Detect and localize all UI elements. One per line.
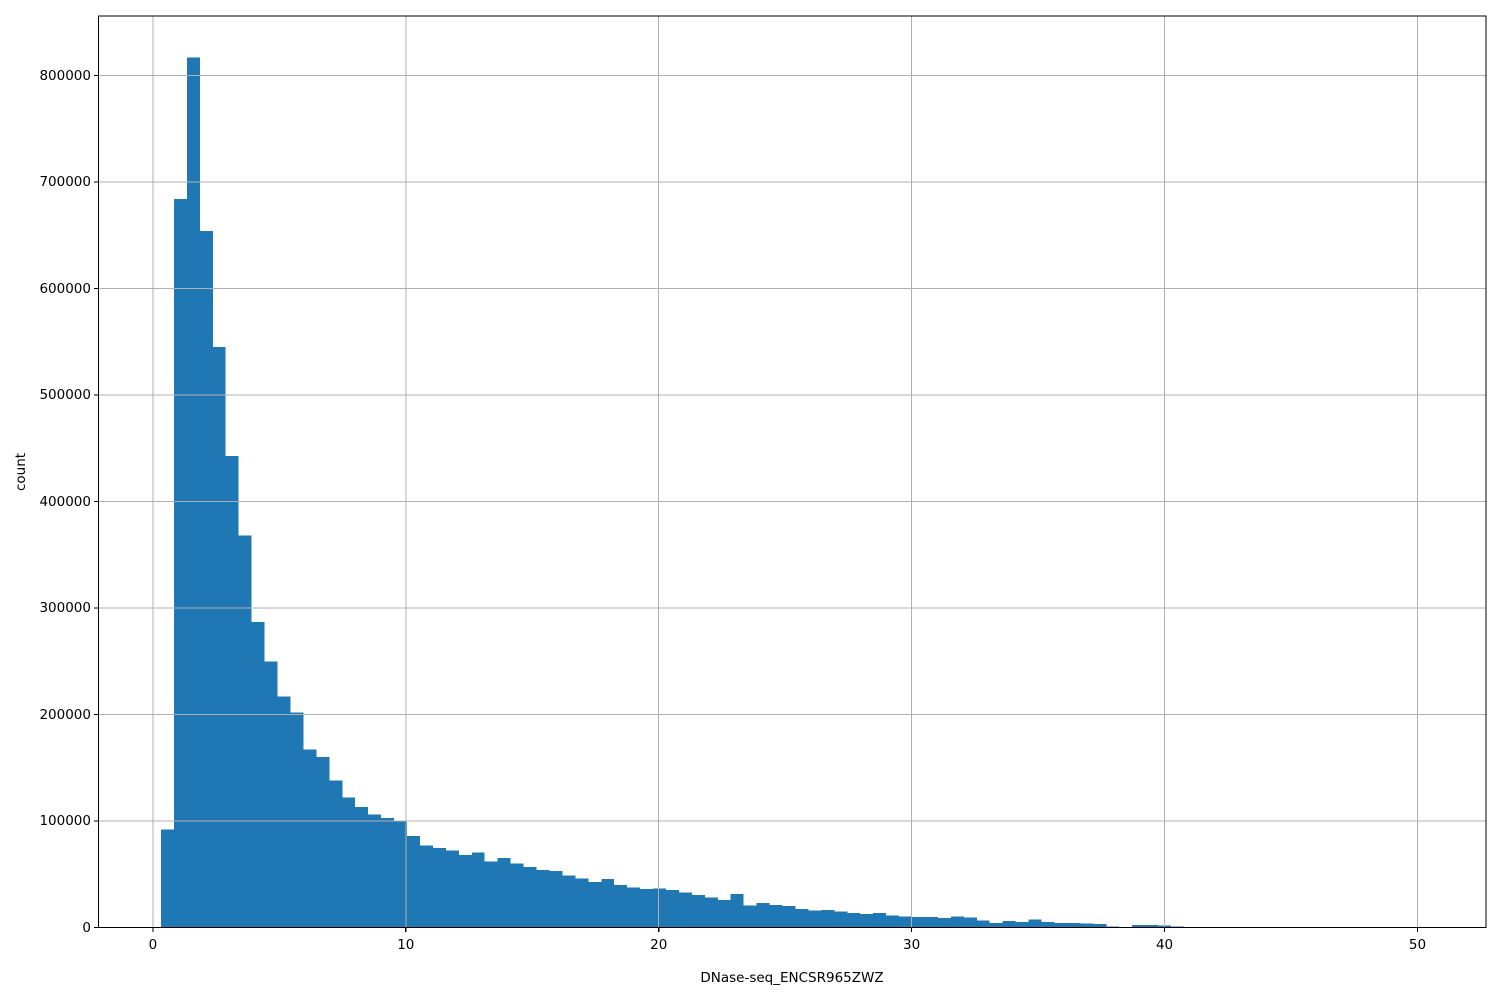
x-tick-label: 40: [1155, 937, 1174, 953]
x-tick-label: 50: [1408, 937, 1427, 953]
y-tick-label: 600000: [39, 280, 91, 297]
y-tick-label: 700000: [39, 174, 91, 191]
x-tick-label: 20: [650, 937, 668, 953]
y-axis-label: count: [13, 452, 29, 492]
y-tick-label: 800000: [39, 67, 91, 84]
y-tick-label: 100000: [39, 813, 91, 830]
y-tick-label: 200000: [39, 706, 91, 723]
y-tick-label: 500000: [39, 387, 91, 404]
x-tick-label: 0: [148, 937, 158, 953]
y-tick-label: 300000: [39, 600, 91, 617]
histogram-bars: [160, 57, 1184, 928]
x-tick-label: 30: [903, 937, 921, 953]
x-tick-label: 10: [397, 937, 415, 953]
y-tick-label: 400000: [39, 493, 91, 510]
y-tick-label: 0: [82, 919, 91, 936]
plot-border: [97, 15, 1487, 929]
x-axis-label: DNase-seq_ENCSR965ZWZ: [700, 970, 884, 986]
